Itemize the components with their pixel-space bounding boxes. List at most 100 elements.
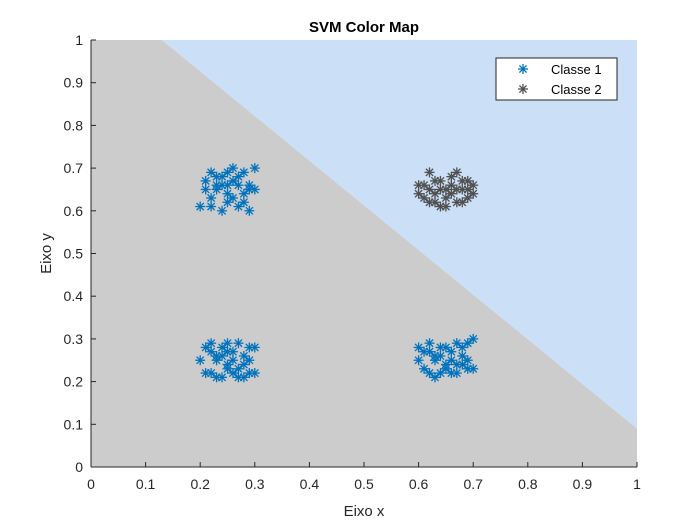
data-point	[227, 355, 238, 366]
data-point	[451, 359, 462, 370]
data-point	[446, 171, 457, 182]
data-point	[200, 184, 211, 195]
data-point	[200, 175, 211, 186]
data-point	[211, 372, 222, 383]
x-tick-label: 0.7	[463, 476, 483, 492]
data-point	[413, 188, 424, 199]
legend-entry: Classe 2	[518, 82, 602, 97]
data-point	[429, 355, 440, 366]
data-point	[238, 188, 249, 199]
x-tick-label: 0.5	[354, 476, 374, 492]
data-point	[424, 368, 435, 379]
y-tick-label: 0.8	[64, 117, 84, 133]
data-point	[440, 363, 451, 374]
data-point	[233, 180, 244, 191]
legend-box	[495, 57, 618, 101]
y-tick-label: 0.1	[64, 416, 84, 432]
x-tick-label: 0.1	[136, 476, 156, 492]
data-point	[424, 338, 435, 349]
data-point	[429, 188, 440, 199]
data-point	[468, 188, 479, 199]
y-tick-label: 0	[75, 459, 83, 475]
y-tick-label: 1	[75, 32, 83, 48]
legend-entries: Classe 1 Classe 2	[518, 62, 602, 97]
data-point	[440, 192, 451, 203]
data-point	[457, 342, 468, 353]
data-point	[440, 342, 451, 353]
data-point	[244, 355, 255, 366]
data-point	[222, 167, 233, 178]
data-point	[244, 205, 255, 216]
data-point	[206, 338, 217, 349]
data-point	[233, 363, 244, 374]
data-point	[435, 184, 446, 195]
data-point	[446, 188, 457, 199]
data-point	[419, 363, 430, 374]
data-point	[462, 192, 473, 203]
series-1	[195, 163, 479, 383]
x-tick-label: 0.4	[300, 476, 320, 492]
data-point	[195, 201, 206, 212]
data-point	[413, 355, 424, 366]
data-point	[429, 197, 440, 208]
data-point	[238, 197, 249, 208]
data-point	[206, 346, 217, 357]
data-point	[211, 171, 222, 182]
data-point	[238, 359, 249, 370]
data-point	[424, 184, 435, 195]
data-point	[435, 368, 446, 379]
data-point	[244, 180, 255, 191]
series-2	[413, 167, 479, 212]
y-tick-label: 0.9	[64, 75, 84, 91]
x-tick-label: 0.6	[409, 476, 429, 492]
data-point	[227, 368, 238, 379]
y-tick-label: 0.2	[64, 374, 84, 390]
data-point	[446, 346, 457, 357]
data-point	[238, 167, 249, 178]
data-point	[457, 197, 468, 208]
data-point	[222, 363, 233, 374]
legend-label: Classe 1	[551, 62, 602, 77]
data-point	[249, 342, 260, 353]
data-markers	[195, 163, 479, 383]
data-point	[446, 368, 457, 379]
x-tick-label: 0.3	[245, 476, 265, 492]
legend-entry: Classe 1	[518, 62, 602, 77]
plot-area	[91, 40, 638, 467]
data-point	[429, 175, 440, 186]
data-point	[217, 350, 228, 361]
data-point	[233, 201, 244, 212]
data-point	[227, 163, 238, 174]
data-point	[468, 333, 479, 344]
data-point	[462, 338, 473, 349]
x-tick-label: 0	[87, 476, 95, 492]
data-point	[233, 338, 244, 349]
y-tick-label: 0.4	[64, 288, 84, 304]
data-point	[200, 368, 211, 379]
data-point	[462, 355, 473, 366]
data-point	[249, 368, 260, 379]
data-point	[249, 184, 260, 195]
data-point	[200, 342, 211, 353]
data-point	[222, 197, 233, 208]
data-point	[206, 192, 217, 203]
data-point	[451, 184, 462, 195]
data-point	[429, 372, 440, 383]
data-point	[222, 180, 233, 191]
chart-title: SVM Color Map	[309, 19, 419, 36]
data-point	[222, 338, 233, 349]
data-point	[468, 363, 479, 374]
data-point	[424, 346, 435, 357]
data-point	[413, 342, 424, 353]
y-tick-label: 0.3	[64, 331, 84, 347]
data-point	[468, 180, 479, 191]
data-point	[195, 355, 206, 366]
data-point	[206, 201, 217, 212]
legend-marker	[518, 64, 528, 74]
data-point	[440, 201, 451, 212]
data-point	[435, 350, 446, 361]
data-point	[462, 184, 473, 195]
data-point	[217, 205, 228, 216]
data-point	[446, 355, 457, 366]
